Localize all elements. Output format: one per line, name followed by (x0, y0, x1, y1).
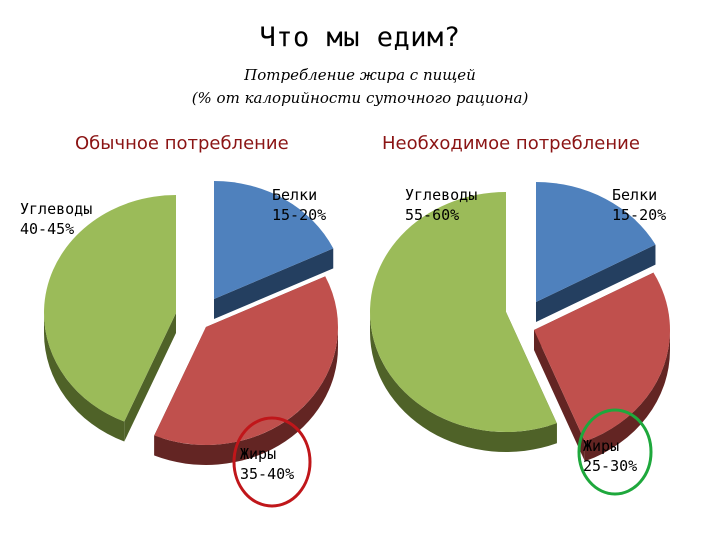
label-fats-recommended: Жиры 25-30% (583, 436, 637, 476)
pie-slice-proteins (536, 182, 656, 302)
slice-edge-proteins (536, 244, 656, 322)
subtitle-line-2: (% от калорийности суточного рациона) (191, 89, 529, 107)
slice-side-fats (584, 330, 670, 462)
chart-title-recommended: Необходимое потребление (382, 133, 640, 154)
label-carbs-usual: Углеводы 40-45% (20, 199, 92, 239)
label-proteins-name: Белки (272, 186, 318, 204)
pie-slice-fats (154, 276, 338, 446)
fats-highlight-circle (577, 408, 653, 496)
label-carbs-range: 55-60% (405, 206, 460, 224)
label-fats-name: Жиры (240, 445, 277, 463)
label-carbs-range: 40-45% (20, 220, 75, 238)
pie-slice-carbs (43, 195, 176, 422)
label-proteins-range: 15-20% (612, 206, 667, 224)
label-proteins-recommended: Белки 15-20% (612, 185, 666, 225)
subtitle-line-1: Потребление жира с пищей (244, 66, 476, 84)
chart-title-usual: Обычное потребление (75, 133, 289, 154)
slice-side-carbs (370, 312, 557, 452)
label-fats-range: 25-30% (583, 457, 638, 475)
label-proteins-range: 15-20% (272, 206, 327, 224)
label-proteins-name: Белки (612, 186, 658, 204)
fats-highlight-circle (232, 416, 312, 508)
label-proteins-usual: Белки 15-20% (272, 185, 326, 225)
label-carbs-recommended: Углеводы 55-60% (405, 185, 477, 225)
pie-slice-carbs (369, 192, 557, 433)
label-fats-name: Жиры (583, 437, 620, 455)
slice-side-carbs (44, 313, 125, 442)
slice-edge-carbs (124, 313, 176, 442)
slice-edge-fats (534, 330, 585, 462)
label-fats-range: 35-40% (240, 465, 295, 483)
slice-edge-proteins (214, 248, 334, 319)
pie-slice-proteins (214, 181, 334, 299)
label-carbs-name: Углеводы (20, 200, 93, 218)
pie-slice-fats (534, 272, 670, 442)
label-fats-usual: Жиры 35-40% (240, 444, 294, 484)
page-title: Что мы едим? (259, 22, 461, 53)
slice-side-fats (154, 327, 338, 466)
label-carbs-name: Углеводы (405, 186, 478, 204)
